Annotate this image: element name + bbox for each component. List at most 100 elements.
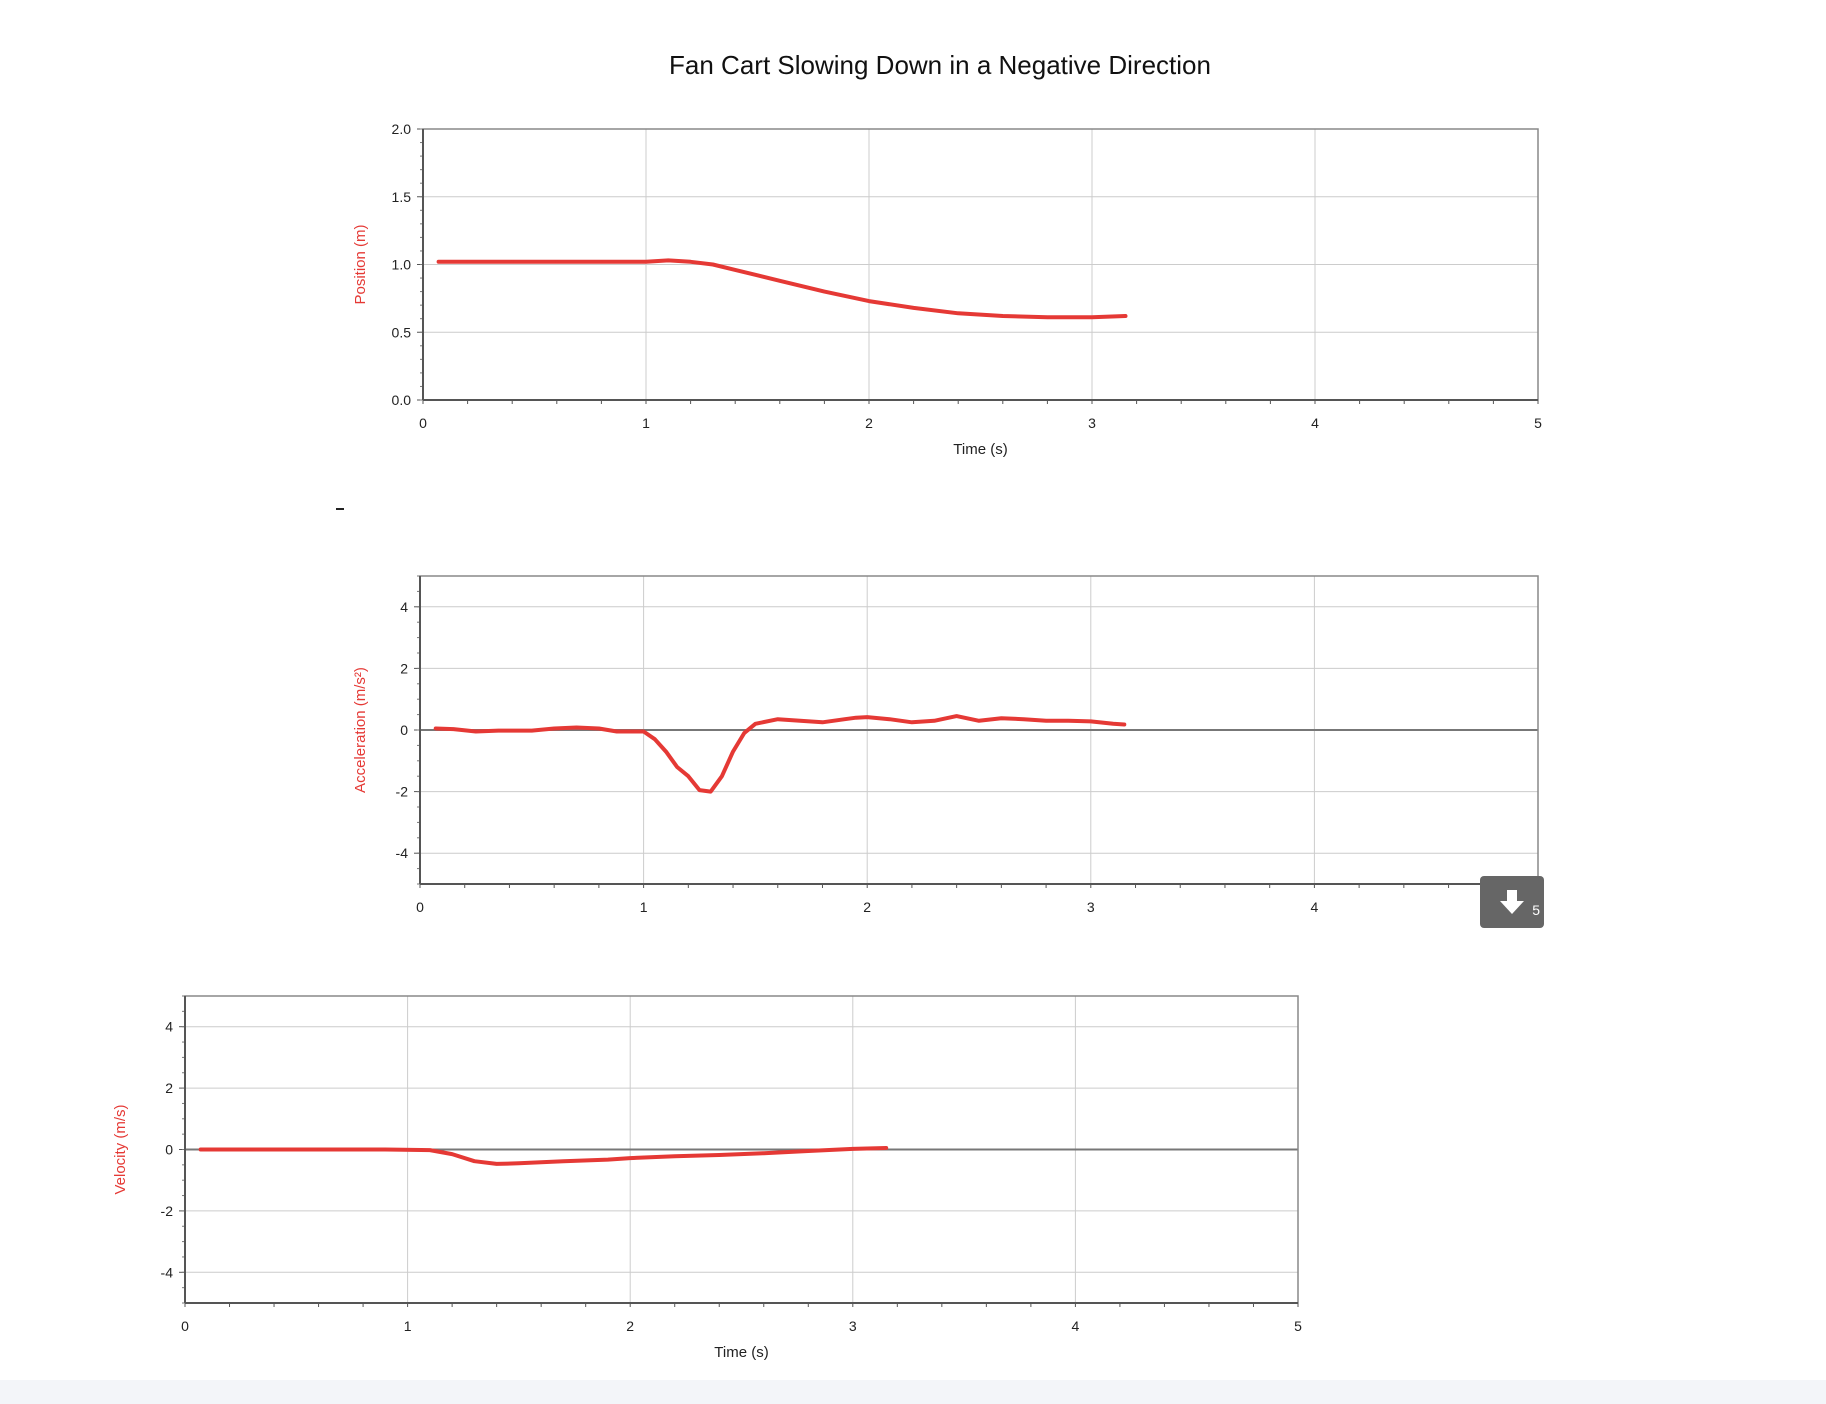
download-button[interactable]: 5 xyxy=(1480,876,1544,928)
acceleration-data-point xyxy=(753,722,757,726)
acceleration-data-point xyxy=(854,716,858,720)
y-tick-label: 1.0 xyxy=(392,257,412,273)
download-arrow-icon xyxy=(1500,890,1524,914)
y-tick-label: 2 xyxy=(400,660,408,676)
position-data-point xyxy=(1123,314,1127,318)
acceleration-data-point xyxy=(955,714,959,718)
acceleration-data-point xyxy=(597,726,601,730)
acceleration-data-point xyxy=(664,750,668,754)
position-data-point xyxy=(666,258,670,262)
x-tick-label: 5 xyxy=(1534,415,1542,431)
acceleration-data-point xyxy=(932,719,936,723)
x-tick-label: 1 xyxy=(642,415,650,431)
position-data-point xyxy=(733,268,737,272)
x-tick-label: 0 xyxy=(181,1318,189,1334)
acceleration-data-point xyxy=(434,726,438,730)
position-data-point xyxy=(1045,315,1049,319)
x-tick-label: 0 xyxy=(416,899,424,915)
y-tick-label: -2 xyxy=(396,784,409,800)
y-tick-label: -4 xyxy=(161,1264,174,1280)
position-data-point xyxy=(466,260,470,264)
y-tick-label: 2.0 xyxy=(392,121,412,137)
velocity-data-point xyxy=(450,1152,454,1156)
acceleration-data-point xyxy=(798,719,802,723)
position-data-point xyxy=(510,260,514,264)
position-data-point xyxy=(1090,315,1094,319)
acceleration-data-point xyxy=(552,726,556,730)
acceleration-data-point xyxy=(1066,719,1070,723)
velocity-data-point xyxy=(762,1151,766,1155)
acceleration-data-point xyxy=(1044,719,1048,723)
velocity-data-point xyxy=(317,1148,321,1151)
velocity-data-point xyxy=(472,1159,476,1163)
velocity-data-point xyxy=(628,1156,632,1160)
x-tick-label: 2 xyxy=(626,1318,634,1334)
acceleration-data-point xyxy=(731,750,735,754)
acceleration-data-point xyxy=(530,729,534,733)
position-data-point xyxy=(437,260,441,264)
acceleration-data-point xyxy=(742,731,746,735)
position-data-point xyxy=(689,260,693,264)
x-tick-label: 1 xyxy=(404,1318,412,1334)
x-tick-label: 2 xyxy=(863,899,871,915)
position-data-point xyxy=(778,279,782,283)
x-tick-label: 4 xyxy=(1072,1318,1080,1334)
position-data-point xyxy=(644,260,648,264)
position-data-point xyxy=(599,260,603,264)
acceleration-data-point xyxy=(999,716,1003,720)
y-tick-label: -2 xyxy=(161,1203,174,1219)
velocity-y-axis-title: Velocity (m/s) xyxy=(112,1104,129,1194)
position-data-point xyxy=(711,263,715,266)
x-tick-label: 5 xyxy=(1294,1318,1302,1334)
acceleration-data-point xyxy=(630,730,634,734)
x-tick-label: 2 xyxy=(865,415,873,431)
x-tick-label: 0 xyxy=(419,415,427,431)
x-tick-label: 4 xyxy=(1311,899,1319,915)
acceleration-data-point xyxy=(686,774,690,778)
y-tick-label: 4 xyxy=(400,599,408,615)
acceleration-data-point xyxy=(720,774,724,778)
acceleration-data-point xyxy=(776,717,780,721)
chart-main-title: Fan Cart Slowing Down in a Negative Dire… xyxy=(669,50,1211,80)
position-data-point xyxy=(956,311,960,315)
y-tick-label: 2 xyxy=(165,1080,173,1096)
velocity-data-point xyxy=(606,1158,610,1162)
velocity-data-point xyxy=(717,1153,721,1157)
position-data-point xyxy=(1001,314,1005,318)
velocity-data-point xyxy=(673,1154,677,1158)
position-data-point xyxy=(822,290,826,294)
velocity-data-point xyxy=(517,1161,521,1165)
y-tick-label: 0.0 xyxy=(392,392,412,408)
acceleration-data-point xyxy=(615,730,619,734)
position-series-line xyxy=(436,258,1128,320)
acceleration-data-point xyxy=(653,737,657,741)
position-data-point xyxy=(867,299,871,303)
acceleration-data-point xyxy=(698,788,701,792)
acceleration-data-point xyxy=(575,726,579,730)
velocity-data-point xyxy=(250,1148,254,1151)
velocity-data-point xyxy=(383,1148,387,1151)
acceleration-data-point xyxy=(888,717,892,721)
y-tick-label: 1.5 xyxy=(392,189,412,205)
acceleration-data-point xyxy=(1122,722,1126,726)
velocity-data-point xyxy=(495,1162,499,1166)
acceleration-data-point xyxy=(977,719,981,723)
velocity-data-point xyxy=(806,1149,810,1153)
download-button-label: 5 xyxy=(1532,902,1540,918)
x-tick-label: 3 xyxy=(1088,415,1096,431)
y-tick-label: 0 xyxy=(165,1142,173,1158)
acceleration-data-point xyxy=(675,765,679,769)
velocity-x-axis-title: Time (s) xyxy=(714,1344,768,1361)
acceleration-data-point xyxy=(709,790,713,794)
y-tick-label: 0.5 xyxy=(392,324,412,340)
acceleration-data-point xyxy=(642,730,646,734)
velocity-data-point xyxy=(428,1148,432,1152)
acceleration-data-point xyxy=(452,727,456,731)
acceleration-y-axis-title: Acceleration (m/s²) xyxy=(352,667,369,793)
acceleration-data-point xyxy=(1111,722,1115,726)
position-data-point xyxy=(912,306,916,310)
position-y-axis-title: Position (m) xyxy=(352,224,369,304)
position-data-point xyxy=(555,260,559,264)
